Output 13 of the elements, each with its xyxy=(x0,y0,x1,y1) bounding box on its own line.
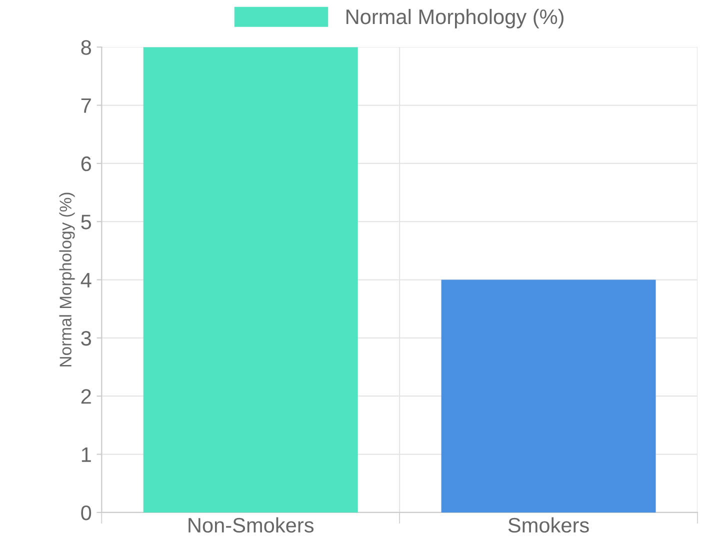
legend-label: Normal Morphology (%) xyxy=(346,8,564,28)
y-tick-label: 6 xyxy=(81,156,92,172)
x-tick-label: Smokers xyxy=(508,517,589,533)
y-tick-label: 4 xyxy=(80,272,92,288)
y-tick-label: 7 xyxy=(81,98,91,113)
y-tick-label: 1 xyxy=(82,447,91,462)
y-tick-label: 5 xyxy=(81,214,92,230)
y-tick-label: 8 xyxy=(81,40,92,55)
y-axis-title: Normal Morphology (%) xyxy=(59,192,75,366)
x-tick-label: Non-Smokers xyxy=(188,517,314,533)
y-tick-label: 0 xyxy=(81,505,92,520)
y-tick-label: 2 xyxy=(81,389,91,404)
y-tick-label: 3 xyxy=(81,330,92,346)
